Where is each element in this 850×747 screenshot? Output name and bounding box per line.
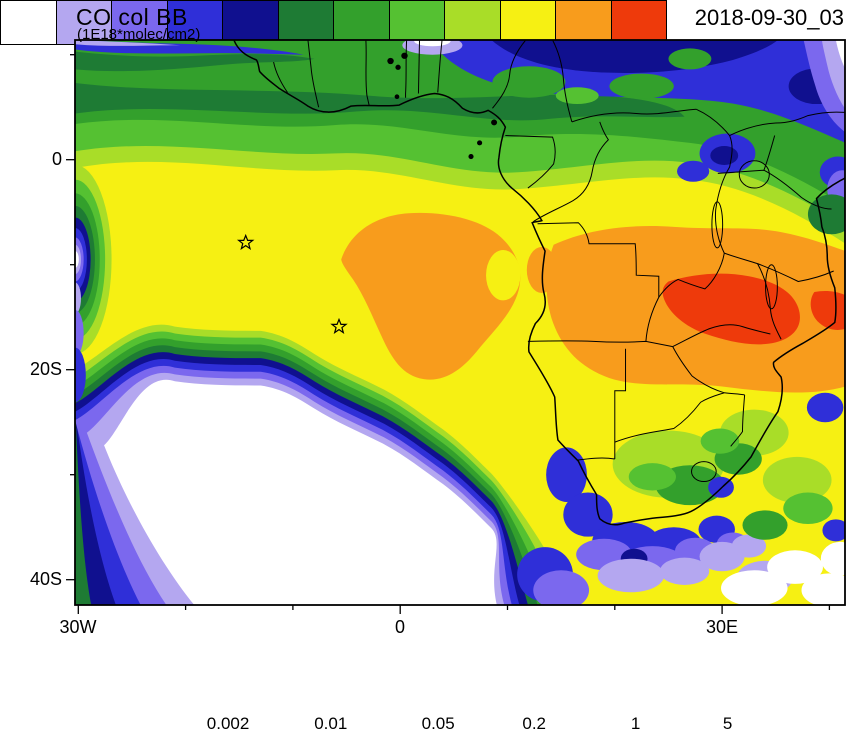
star-marker (330, 317, 348, 335)
map-plot-area (75, 40, 846, 605)
y-axis-label-0: 0 (51, 149, 62, 169)
page-title: CO col BB (76, 4, 188, 30)
date-label: 2018-09-30_03 (694, 5, 844, 30)
axis-ticks (66, 54, 831, 614)
colorbar-cell (166, 1, 222, 44)
colorbar-cell (333, 1, 389, 44)
colorbar-label: 0.002 (206, 714, 250, 733)
colorbar-cell (1, 1, 56, 44)
colorbar-cell (444, 1, 500, 44)
colorbar-cell (222, 1, 278, 44)
colorbar-cell (277, 1, 333, 44)
colorbar-cell (55, 1, 111, 44)
x-axis-label-30e: 30E (705, 617, 739, 637)
x-axis-label-0: 0 (394, 617, 405, 637)
units-label: (1E18*molec/cm2) (77, 26, 201, 43)
x-axis-label-30w: 30W (59, 617, 97, 637)
lakes-layer (712, 161, 777, 309)
colorbar-cell (555, 1, 611, 44)
star-marker (236, 233, 255, 251)
y-axis-label-40s: 40S (29, 569, 62, 589)
colorbar-cell (388, 1, 444, 44)
colorbar-label: 1 (630, 714, 641, 733)
y-axis-label-20s: 20S (29, 359, 62, 379)
colorbar-label: 0.2 (522, 714, 547, 733)
country-borders-layer (274, 40, 846, 482)
colorbar-cell (499, 1, 555, 44)
map-frame (74, 39, 846, 606)
colorbar (0, 0, 667, 45)
colorbar-label: 0.05 (421, 714, 455, 733)
coastline-layer (234, 40, 846, 525)
colorbar-label: 0.01 (314, 714, 348, 733)
contour-fill-layer (75, 40, 845, 605)
colorbar-cell (610, 1, 666, 44)
colorbar-cell (111, 1, 167, 44)
colorbar-label: 5 (722, 714, 733, 733)
